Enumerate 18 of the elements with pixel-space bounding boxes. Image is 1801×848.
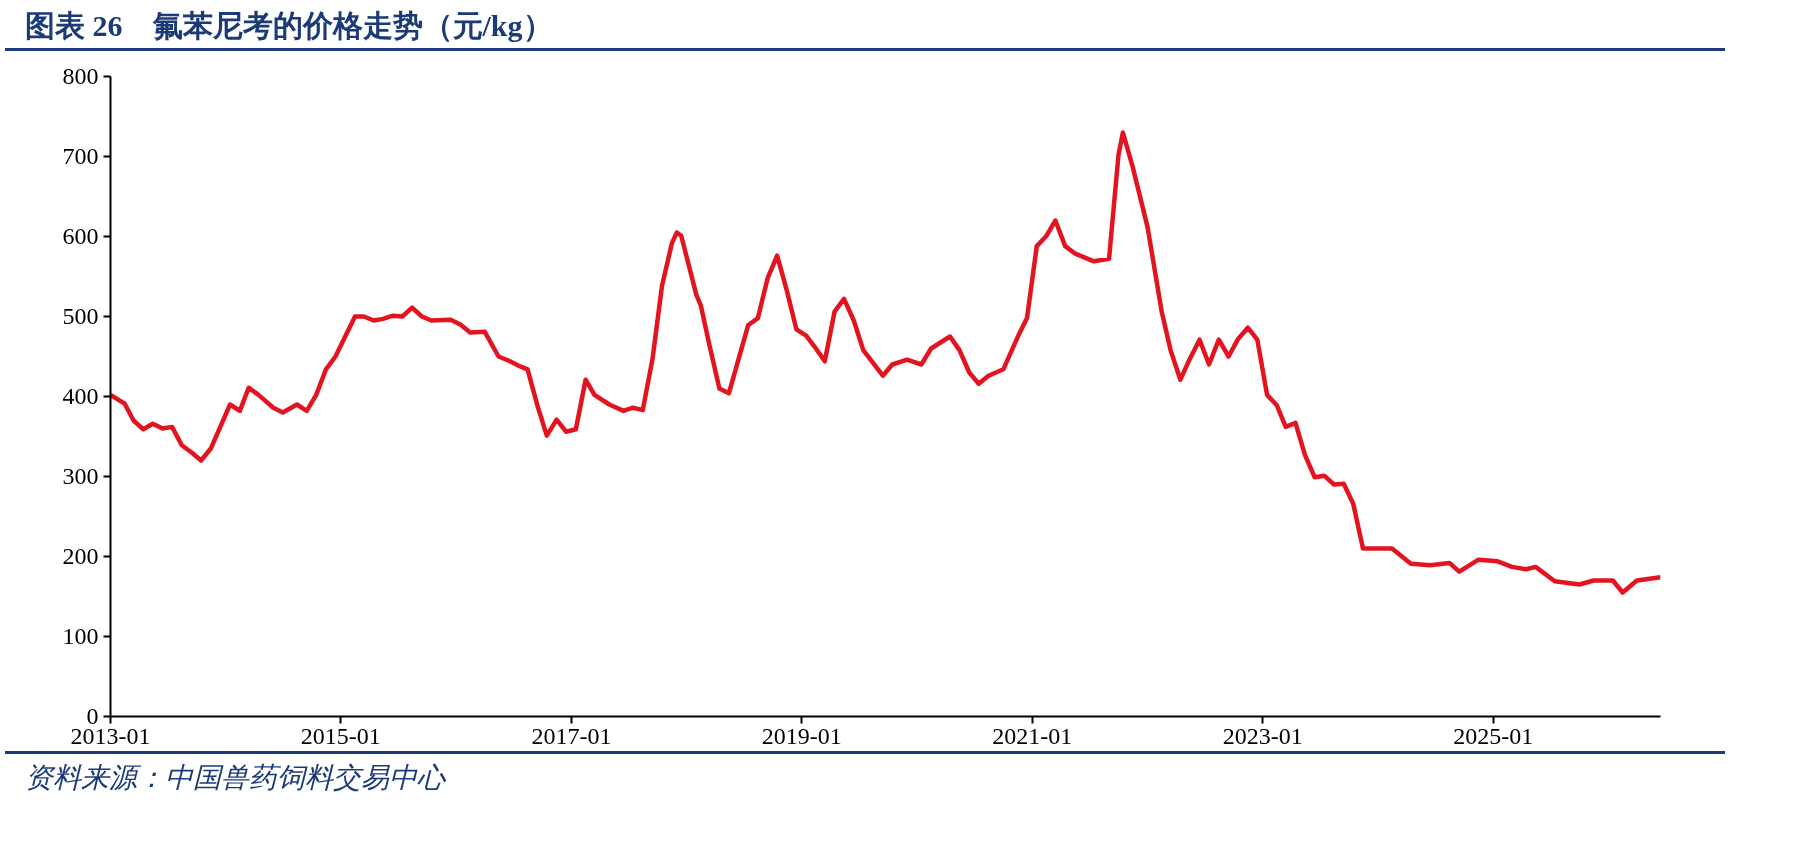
y-tick-label: 200 xyxy=(62,543,99,569)
text: 资料来源：中国兽药饲料交易中心 xyxy=(25,761,445,795)
line-series xyxy=(110,130,1661,595)
x-tick-label: 2025-01 xyxy=(1453,722,1534,749)
y-tick-label: 500 xyxy=(62,303,99,329)
y-tick-label: 700 xyxy=(62,143,99,169)
x-tick-label: 2015-01 xyxy=(300,722,381,749)
x-tick-label: 2023-01 xyxy=(1222,722,1303,749)
x-tick-label: 2017-01 xyxy=(531,722,612,749)
chart-title: 图表 26 氟苯尼考的价格走势（元/kg） xyxy=(25,8,553,44)
y-tick-label: 100 xyxy=(62,623,99,649)
y-tick-label: 400 xyxy=(62,383,99,409)
y-tick-label: 0 xyxy=(86,703,99,729)
x-tick-label: 2021-01 xyxy=(992,722,1073,749)
x-tick-label: 2019-01 xyxy=(761,722,842,749)
y-tick-label: 600 xyxy=(62,223,99,249)
y-tick-label: 300 xyxy=(62,463,99,489)
y-tick-label: 800 xyxy=(62,63,99,89)
